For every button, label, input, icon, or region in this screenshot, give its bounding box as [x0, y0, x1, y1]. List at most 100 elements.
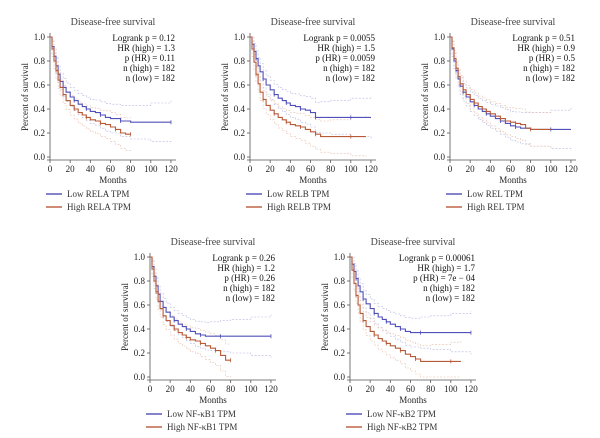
x-tick-label: 60 — [206, 384, 216, 394]
legend-label: High RELB TPM — [267, 202, 331, 212]
ci-upper-line — [50, 36, 131, 119]
x-tick-label: 40 — [386, 384, 396, 394]
x-tick-label: 80 — [326, 164, 336, 174]
x-tick-label: 120 — [364, 164, 378, 174]
x-tick-label: 0 — [48, 164, 53, 174]
y-axis-label: Percent of survival — [20, 63, 30, 131]
y-tick-label: 0.0 — [434, 152, 446, 162]
ci-lower-line — [50, 36, 131, 151]
x-axis-label: Months — [99, 175, 127, 185]
x-axis-label: Months — [199, 395, 227, 405]
x-tick-label: 100 — [544, 164, 558, 174]
x-tick-label: 120 — [164, 164, 178, 174]
chart-title: Disease-free survival — [171, 237, 256, 248]
stat-line: HR (high) = 1.7 — [417, 263, 475, 273]
y-tick-label: 1.0 — [134, 252, 146, 262]
x-tick-label: 40 — [186, 384, 196, 394]
x-tick-label: 60 — [306, 164, 316, 174]
km-chart: Disease-free survival 0.0 0.2 0.4 0.6 0.8 1.0 0… — [20, 17, 178, 212]
stat-line: Logrank p = 0.26 — [212, 253, 275, 263]
stat-line: n (low) = 182 — [426, 293, 475, 303]
stat-line: p (HR) = 0.0059 — [315, 53, 375, 63]
stat-line: HR (high) = 1.3 — [117, 43, 175, 53]
stat-line: n (low) = 182 — [326, 73, 375, 83]
legend-label: Low NF-κB1 TPM — [167, 409, 236, 419]
legend-label: Low RELB TPM — [267, 189, 329, 199]
y-axis-label: Percent of survival — [420, 63, 430, 131]
x-tick-label: 60 — [506, 164, 515, 174]
km-curve-low — [50, 36, 171, 123]
x-tick-label: 0 — [448, 164, 453, 174]
legend-label: Low NF-κB2 TPM — [367, 409, 436, 419]
x-tick-label: 100 — [144, 164, 158, 174]
ci-lower-line — [250, 36, 367, 157]
x-tick-label: 20 — [366, 384, 376, 394]
y-tick-label: 0.2 — [334, 348, 345, 358]
y-tick-label: 0.2 — [34, 128, 45, 138]
km-chart: Disease-free survival 0.0 0.2 0.4 0.6 0.8 1.0 0… — [320, 237, 478, 432]
stat-line: HR (high) = 0.9 — [517, 43, 575, 53]
km-curve-low — [350, 256, 471, 334]
chart-title: Disease-free survival — [371, 237, 456, 248]
chart-title: Disease-free survival — [271, 17, 356, 28]
y-tick-label: 0.4 — [134, 324, 146, 334]
y-tick-label: 1.0 — [34, 32, 46, 42]
x-tick-label: 0 — [248, 164, 253, 174]
x-tick-label: 100 — [344, 164, 358, 174]
stat-line: n (high) = 182 — [223, 283, 275, 293]
x-tick-label: 20 — [66, 164, 76, 174]
legend-label: High NF-κB1 TPM — [167, 422, 237, 432]
x-tick-label: 80 — [126, 164, 136, 174]
km-curve-high — [150, 256, 231, 361]
km-panel-rel: Disease-free survival 0.0 0.2 0.4 0.6 0.8 1.0 0… — [400, 0, 600, 218]
ci-lower-line — [150, 256, 231, 377]
stat-line: p (HR) = 0.26 — [224, 273, 275, 283]
y-tick-label: 0.6 — [434, 80, 446, 90]
y-tick-label: 0.2 — [434, 128, 445, 138]
y-tick-label: 0.6 — [334, 300, 346, 310]
y-tick-label: 0.8 — [34, 56, 46, 66]
km-curve-high — [50, 36, 131, 135]
stat-line: n (high) = 182 — [123, 63, 175, 73]
stat-line: n (low) = 182 — [226, 293, 275, 303]
chart-title: Disease-free survival — [71, 17, 156, 28]
y-tick-label: 0.2 — [134, 348, 145, 358]
y-tick-label: 0.6 — [34, 80, 46, 90]
chart-title: Disease-free survival — [471, 17, 556, 28]
y-axis-label: Percent of survival — [320, 283, 330, 351]
y-tick-label: 0.0 — [134, 372, 146, 382]
km-panel-rela: Disease-free survival 0.0 0.2 0.4 0.6 0.8 1.0 0… — [0, 0, 200, 218]
stat-line: Logrank p = 0.00061 — [399, 253, 475, 263]
km-panel-nfkb2: Disease-free survival 0.0 0.2 0.4 0.6 0.8 1.0 0… — [300, 220, 500, 438]
km-panel-relb: Disease-free survival 0.0 0.2 0.4 0.6 0.8 1.0 0… — [200, 0, 400, 218]
ci-upper-line — [350, 256, 462, 347]
x-tick-label: 120 — [564, 164, 578, 174]
legend-label: High RELA TPM — [67, 202, 131, 212]
km-chart: Disease-free survival 0.0 0.2 0.4 0.6 0.8 1.0 0… — [120, 237, 278, 432]
y-tick-label: 0.0 — [334, 372, 346, 382]
x-tick-label: 20 — [466, 164, 476, 174]
km-curve-high — [250, 36, 366, 138]
x-axis-label: Months — [399, 395, 427, 405]
stat-line: HR (high) = 1.5 — [317, 43, 375, 53]
x-tick-label: 60 — [106, 164, 116, 174]
y-tick-label: 0.8 — [334, 276, 346, 286]
x-tick-label: 0 — [348, 384, 353, 394]
stat-line: Logrank p = 0.12 — [112, 33, 175, 43]
x-tick-label: 40 — [486, 164, 496, 174]
y-tick-label: 0.4 — [334, 324, 346, 334]
legend-label: Low RELA TPM — [67, 189, 129, 199]
y-tick-label: 1.0 — [234, 32, 246, 42]
legend-label: High NF-κB2 TPM — [367, 422, 437, 432]
stat-line: Logrank p = 0.0055 — [303, 33, 375, 43]
y-tick-label: 0.4 — [34, 104, 46, 114]
y-tick-label: 0.0 — [34, 152, 46, 162]
y-tick-label: 0.2 — [234, 128, 245, 138]
stat-line: n (high) = 182 — [323, 63, 375, 73]
x-tick-label: 120 — [464, 384, 478, 394]
x-tick-label: 0 — [148, 384, 153, 394]
ci-upper-line — [250, 36, 367, 122]
x-tick-label: 20 — [266, 164, 276, 174]
km-panel-nfkb1: Disease-free survival 0.0 0.2 0.4 0.6 0.8 1.0 0… — [100, 220, 300, 438]
x-axis-label: Months — [499, 175, 527, 185]
